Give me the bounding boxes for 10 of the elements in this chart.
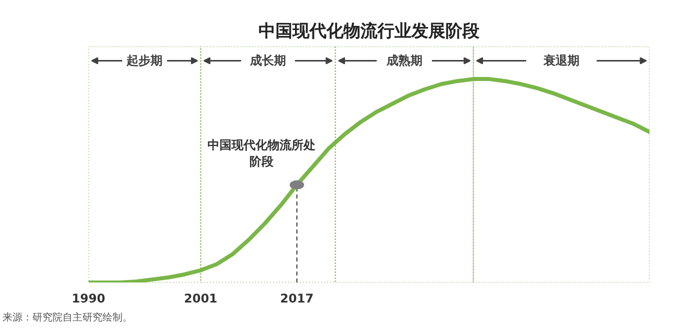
text: 起步期 xyxy=(126,54,163,68)
source-note: 来源：研究院自主研究绘制。 xyxy=(2,312,132,324)
x-tick-label: 2017 xyxy=(280,292,314,306)
x-tick-label: 1990 xyxy=(72,292,106,306)
text: 成长期 xyxy=(249,54,286,68)
annotation: 中国现代化物流所处阶段 xyxy=(208,138,316,169)
text: 成熟期 xyxy=(385,54,422,68)
text: 衰退期 xyxy=(542,54,580,68)
x-tick-label: 2001 xyxy=(184,292,218,306)
chart-title: 中国现代化物流行业发展阶段 xyxy=(258,22,480,42)
